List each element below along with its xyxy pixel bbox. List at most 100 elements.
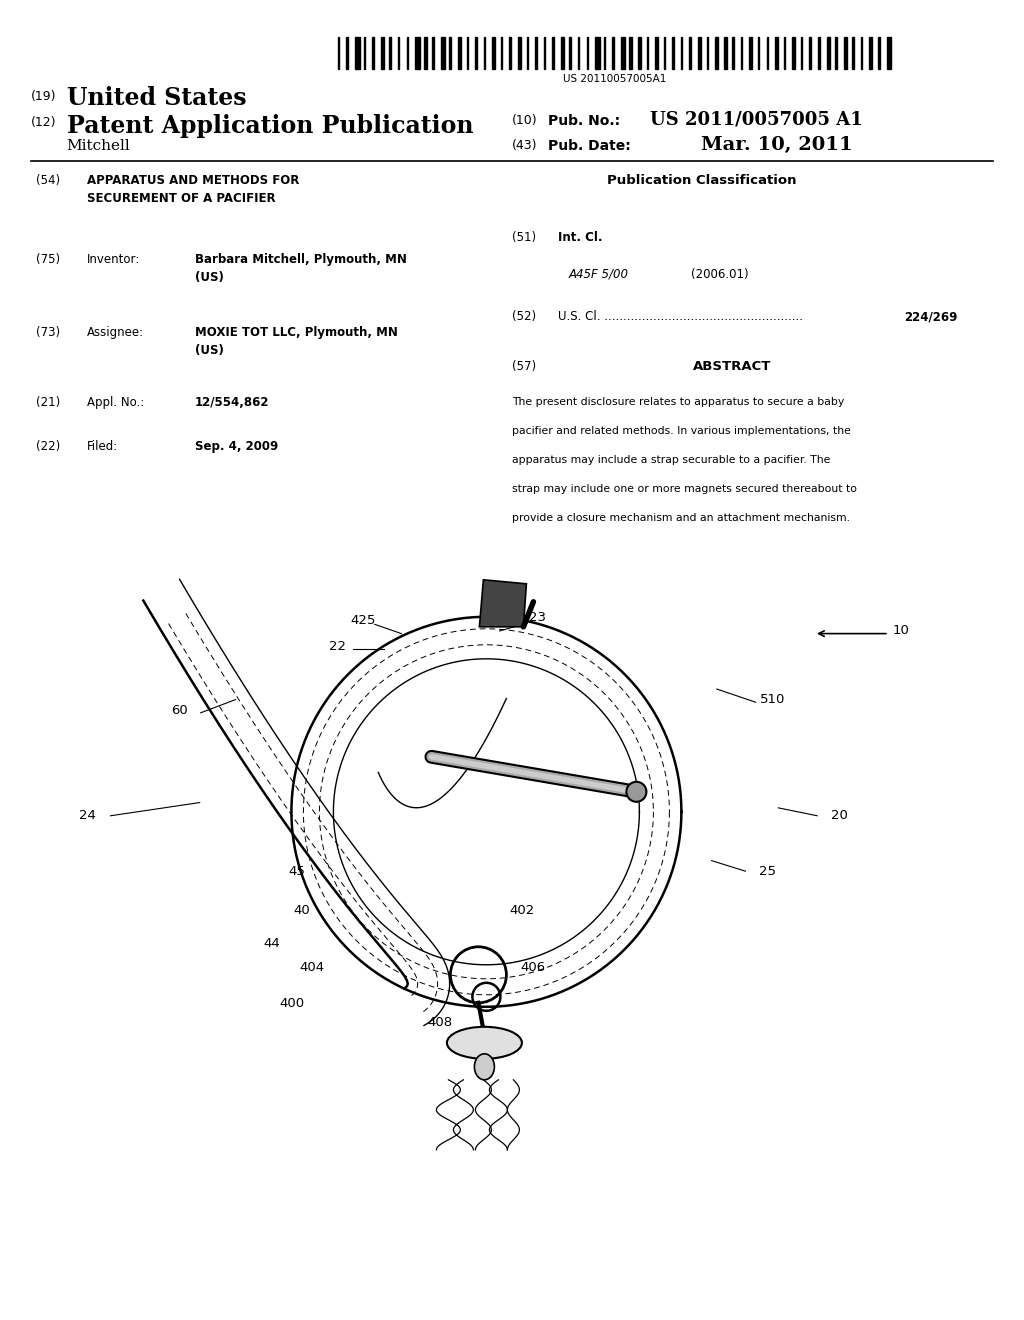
Text: (52): (52) <box>512 310 537 323</box>
Text: apparatus may include a strap securable to a pacifier. The: apparatus may include a strap securable … <box>512 455 830 466</box>
Bar <box>475 37 476 69</box>
Bar <box>869 37 872 69</box>
Text: 10: 10 <box>893 624 909 638</box>
Text: 402: 402 <box>510 904 535 917</box>
Bar <box>887 37 891 69</box>
Bar <box>346 37 348 69</box>
Text: Pub. Date:: Pub. Date: <box>548 139 631 153</box>
Bar <box>381 37 384 69</box>
Text: (57): (57) <box>512 360 537 374</box>
Ellipse shape <box>446 1027 522 1059</box>
Text: 224/269: 224/269 <box>904 310 957 323</box>
Bar <box>604 37 605 69</box>
Bar <box>595 37 600 69</box>
Text: (2006.01): (2006.01) <box>691 268 749 281</box>
Text: Assignee:: Assignee: <box>87 326 144 339</box>
Bar <box>612 37 613 69</box>
Text: A45F 5/00: A45F 5/00 <box>568 268 629 281</box>
Bar <box>552 37 554 69</box>
Bar <box>715 37 718 69</box>
Text: Int. Cl.: Int. Cl. <box>558 231 602 244</box>
Text: (21): (21) <box>36 396 60 409</box>
Text: US 2011/0057005 A1: US 2011/0057005 A1 <box>650 111 863 129</box>
Text: 24: 24 <box>79 809 95 822</box>
Bar <box>467 37 468 69</box>
Bar <box>801 37 803 69</box>
Bar <box>818 37 819 69</box>
Bar <box>724 37 727 69</box>
Bar <box>775 37 778 69</box>
Bar <box>526 37 528 69</box>
Bar <box>536 37 537 69</box>
Bar <box>424 37 427 69</box>
Bar <box>587 37 588 69</box>
Text: 400: 400 <box>280 997 304 1010</box>
Bar <box>844 37 847 69</box>
Text: (75): (75) <box>36 253 60 267</box>
Text: (43): (43) <box>512 139 538 152</box>
Bar <box>509 37 511 69</box>
Bar <box>707 37 708 69</box>
Text: U.S. Cl. .....................................................: U.S. Cl. ...............................… <box>558 310 803 323</box>
Bar <box>809 37 811 69</box>
Bar <box>432 37 434 69</box>
Bar <box>389 37 391 69</box>
Text: 12/554,862: 12/554,862 <box>195 396 269 409</box>
Text: pacifier and related methods. In various implementations, the: pacifier and related methods. In various… <box>512 426 851 437</box>
Text: 44: 44 <box>263 937 280 950</box>
Text: (51): (51) <box>512 231 537 244</box>
Text: (73): (73) <box>36 326 60 339</box>
Text: 23: 23 <box>529 611 546 624</box>
Text: The present disclosure relates to apparatus to secure a baby: The present disclosure relates to appara… <box>512 397 844 408</box>
Bar <box>561 37 564 69</box>
Text: 22: 22 <box>330 640 346 653</box>
Text: (22): (22) <box>36 440 60 453</box>
Polygon shape <box>479 579 526 627</box>
Bar <box>440 37 445 69</box>
Text: United States: United States <box>67 86 246 110</box>
Text: 25: 25 <box>760 865 776 878</box>
Text: US 20110057005A1: US 20110057005A1 <box>563 74 666 84</box>
Text: Pub. No.:: Pub. No.: <box>548 114 620 128</box>
Bar <box>826 37 829 69</box>
Bar <box>861 37 862 69</box>
Bar <box>852 37 854 69</box>
Bar <box>338 37 339 69</box>
Text: Barbara Mitchell, Plymouth, MN
(US): Barbara Mitchell, Plymouth, MN (US) <box>195 253 407 284</box>
Bar <box>681 37 682 69</box>
Bar <box>630 37 633 69</box>
Text: (12): (12) <box>31 116 56 129</box>
Text: ABSTRACT: ABSTRACT <box>693 360 771 374</box>
Bar <box>569 37 571 69</box>
Bar <box>758 37 760 69</box>
Text: 20: 20 <box>831 809 848 822</box>
Text: MOXIE TOT LLC, Plymouth, MN
(US): MOXIE TOT LLC, Plymouth, MN (US) <box>195 326 397 356</box>
Bar <box>698 37 701 69</box>
Bar <box>878 37 880 69</box>
Bar <box>783 37 785 69</box>
Bar <box>493 37 496 69</box>
Text: Sep. 4, 2009: Sep. 4, 2009 <box>195 440 278 453</box>
Text: 40: 40 <box>294 904 310 917</box>
Text: 408: 408 <box>428 1016 453 1030</box>
Ellipse shape <box>474 1053 495 1080</box>
Text: Patent Application Publication: Patent Application Publication <box>67 114 473 137</box>
Text: Appl. No.:: Appl. No.: <box>87 396 144 409</box>
Text: (19): (19) <box>31 90 56 103</box>
Text: (54): (54) <box>36 174 60 187</box>
Text: 406: 406 <box>520 961 545 974</box>
Bar <box>544 37 545 69</box>
Circle shape <box>627 781 646 801</box>
Bar <box>518 37 521 69</box>
Text: strap may include one or more magnets secured thereabout to: strap may include one or more magnets se… <box>512 484 857 495</box>
Bar <box>458 37 461 69</box>
Bar <box>372 37 374 69</box>
Text: Mar. 10, 2011: Mar. 10, 2011 <box>701 136 853 154</box>
Bar <box>750 37 753 69</box>
Text: Mitchell: Mitchell <box>67 139 130 153</box>
Bar <box>415 37 420 69</box>
Bar <box>355 37 359 69</box>
Text: 404: 404 <box>300 961 325 974</box>
Bar <box>646 37 648 69</box>
Text: provide a closure mechanism and an attachment mechanism.: provide a closure mechanism and an attac… <box>512 513 850 524</box>
